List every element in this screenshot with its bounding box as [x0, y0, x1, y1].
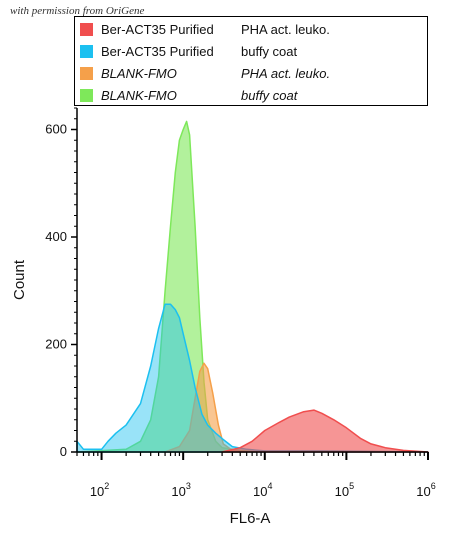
- legend-sample-label: Ber-ACT35 Purified: [101, 22, 214, 37]
- ticks-layer: 0 200 400 600 102 103 104 105 106: [45, 107, 436, 499]
- y-tick-label: 200: [45, 337, 67, 352]
- legend-sample-label: BLANK-FMO: [101, 88, 177, 103]
- legend-swatch: [80, 67, 93, 80]
- legend-sample-label: BLANK-FMO: [101, 66, 177, 81]
- x-tick-label: 106: [416, 481, 435, 499]
- legend-swatch: [80, 89, 93, 102]
- axis-layer: [76, 108, 428, 453]
- x-axis-title: FL6-A: [230, 510, 271, 527]
- histogram-series: [76, 303, 429, 453]
- legend-condition-label: PHA act. leuko.: [241, 22, 330, 37]
- legend-sample-label: Ber-ACT35 Purified: [101, 44, 214, 59]
- legend-entry: BLANK-FMO PHA act. leuko.: [75, 63, 427, 85]
- legend-swatch: [80, 23, 93, 36]
- y-axis-title: Count: [11, 259, 28, 300]
- watermark-text: with permission from OriGene: [10, 5, 145, 17]
- y-tick-label: 0: [60, 444, 67, 459]
- legend-entry: Ber-ACT35 Purified buffy coat: [75, 41, 427, 63]
- legend-condition-label: buffy coat: [241, 88, 298, 103]
- legend-entry: BLANK-FMO buffy coat: [75, 85, 427, 107]
- legend-swatch: [80, 45, 93, 58]
- chart-legend: Ber-ACT35 Purified PHA act. leuko. Ber-A…: [74, 16, 428, 106]
- x-tick-label: 103: [171, 481, 190, 499]
- x-tick-label: 104: [253, 481, 272, 499]
- x-tick-label: 102: [90, 481, 109, 499]
- histogram-series: [221, 409, 429, 453]
- series-layer: [76, 120, 429, 453]
- legend-entry: Ber-ACT35 Purified PHA act. leuko.: [75, 19, 427, 41]
- y-tick-label: 400: [45, 229, 67, 244]
- x-tick-label: 105: [335, 481, 354, 499]
- legend-condition-label: PHA act. leuko.: [241, 66, 331, 81]
- y-tick-label: 600: [45, 122, 67, 137]
- legend-condition-label: buffy coat: [241, 44, 298, 59]
